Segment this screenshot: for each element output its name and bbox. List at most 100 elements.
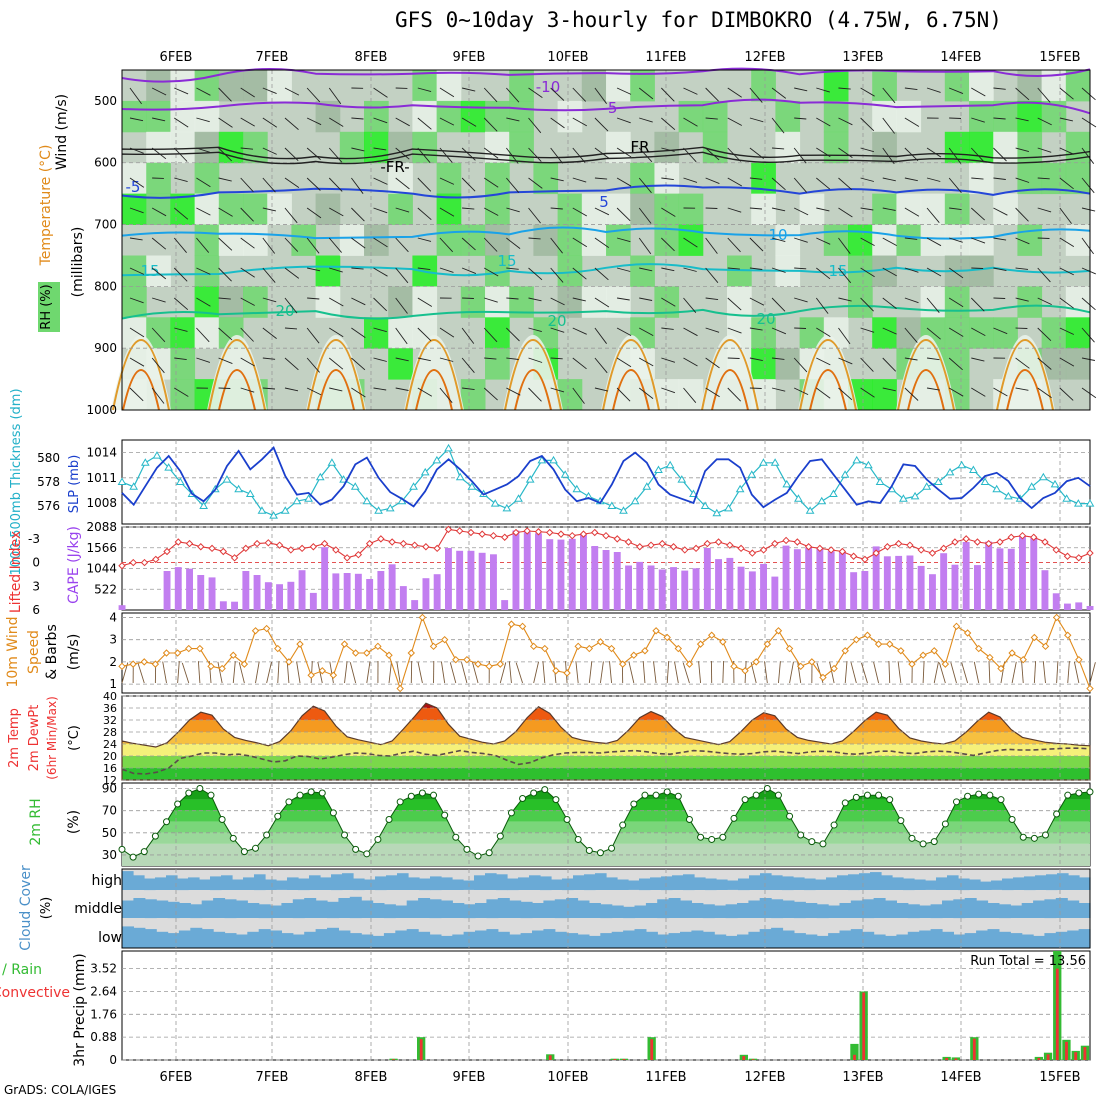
cloud-middle-bar-39 bbox=[566, 898, 579, 918]
cloud-high-bar-37 bbox=[529, 875, 541, 890]
lifted-index-line-pt-52 bbox=[703, 539, 712, 548]
cloud-high-bar-48 bbox=[650, 877, 662, 890]
rh2m-line-pt-2 bbox=[140, 848, 148, 856]
cloud-middle-bar-76 bbox=[987, 903, 1000, 918]
rh2m-line-pt-30 bbox=[452, 833, 460, 841]
thickness-line-pt-10 bbox=[234, 484, 243, 493]
dry-tongue-4 bbox=[503, 335, 563, 410]
cloud-low-bar-57 bbox=[771, 927, 784, 949]
cloud-high-bar-28 bbox=[430, 876, 442, 891]
isotherm-25-9 bbox=[996, 339, 1054, 411]
rh-cell bbox=[485, 193, 510, 225]
profile-wind-barb bbox=[439, 357, 454, 362]
wind-speed-line-pt-52 bbox=[696, 640, 705, 648]
profile-wind-barb bbox=[616, 237, 631, 243]
cloud-middle-bar-4 bbox=[167, 901, 180, 919]
profile-wind-barb bbox=[594, 297, 610, 308]
profile-wind-barb bbox=[129, 207, 144, 214]
cloud-high-bar-80 bbox=[1002, 878, 1014, 891]
profile-wind-barb bbox=[506, 87, 520, 103]
wind-speed-line-pt-60 bbox=[785, 644, 794, 653]
wind-barb-46 bbox=[628, 661, 635, 684]
profile-wind-barb bbox=[262, 387, 276, 390]
profile-wind-barb bbox=[395, 267, 409, 284]
wind-speed-line-pt-34 bbox=[496, 660, 505, 668]
rh-cell bbox=[993, 100, 1018, 133]
cloud-low-bar-21 bbox=[361, 934, 374, 948]
precip-conv-bar-90 bbox=[954, 1058, 958, 1060]
cloud-middle-bar-25 bbox=[406, 900, 419, 918]
dry-tongue-2 bbox=[306, 335, 366, 410]
profile-wind-barb bbox=[218, 117, 233, 128]
cloud-middle-bar-72 bbox=[942, 900, 954, 918]
profile-wind-barb bbox=[749, 147, 764, 159]
isotherm-label-7: 15 bbox=[140, 262, 159, 280]
wind-barb-25 bbox=[396, 661, 401, 684]
rh2m-line-pt-75 bbox=[952, 798, 960, 806]
thickness-line-pt-30 bbox=[467, 482, 477, 490]
cape-bar-66 bbox=[861, 571, 869, 610]
rh2m-line-pt-42 bbox=[585, 847, 593, 855]
wind-speed-line-pt-30 bbox=[452, 655, 460, 664]
profile-wind-barb bbox=[926, 87, 941, 93]
lifted-index-line-pt-78 bbox=[996, 538, 1004, 546]
profile-wind-barb bbox=[550, 117, 565, 129]
thickness-line-pt-81 bbox=[1062, 494, 1072, 502]
profile-wind-barb bbox=[771, 387, 786, 392]
profile-wind-barb bbox=[306, 117, 322, 126]
cloud-high-bar-25 bbox=[397, 873, 409, 890]
profile-wind-barb bbox=[594, 207, 610, 216]
profile-wind-barb bbox=[616, 207, 631, 222]
profile-wind-barb bbox=[373, 357, 387, 362]
profile-wind-barb bbox=[328, 87, 342, 105]
cape-bar-75 bbox=[962, 542, 970, 610]
profile-wind-barb bbox=[550, 147, 563, 164]
profile-ytick-1: 600 bbox=[94, 156, 117, 170]
wind-speed-line-pt-8 bbox=[207, 662, 215, 671]
rh-cell bbox=[146, 70, 171, 102]
profile-wind-barb bbox=[506, 387, 521, 396]
profile-wind-barb bbox=[1081, 237, 1094, 255]
cloud-low-bar-79 bbox=[1021, 934, 1034, 948]
profile-wind-barb bbox=[971, 117, 985, 123]
profile-wind-barb bbox=[727, 327, 742, 334]
cloud-middle-bar-18 bbox=[327, 901, 339, 919]
lifted-index-line-pt-34 bbox=[500, 533, 509, 541]
profile-wind-barb bbox=[262, 327, 277, 339]
lifted-index-line-pt-71 bbox=[917, 546, 925, 554]
cape-bar-15 bbox=[287, 581, 295, 610]
cloud-high-bar-87 bbox=[1079, 877, 1091, 890]
thickness-line-pt-33 bbox=[502, 503, 512, 512]
profile-wind-barb bbox=[749, 357, 763, 362]
lifted-index-line-pt-33 bbox=[489, 531, 498, 540]
profile-wind-barb bbox=[483, 87, 498, 103]
cloud-high-bar-74 bbox=[936, 877, 948, 890]
cloud-low-bar-68 bbox=[896, 934, 909, 948]
profile-wind-barb bbox=[993, 237, 1007, 241]
profile-wind-barb bbox=[948, 387, 964, 397]
wind-speed-line-pt-42 bbox=[585, 644, 594, 653]
profile-wind-barb bbox=[572, 327, 587, 335]
cloud-middle-bar-42 bbox=[600, 904, 613, 919]
profile-wind-barb bbox=[1015, 117, 1029, 122]
rh-cell bbox=[170, 100, 196, 133]
lifted-index-line-pt-37 bbox=[534, 528, 543, 536]
dry-tongue-0 bbox=[111, 335, 171, 410]
slp-tick-0: 1008 bbox=[86, 496, 117, 510]
wind-tick-0: 1 bbox=[109, 677, 117, 691]
rh-cell bbox=[944, 70, 970, 102]
profile-wind-barb bbox=[949, 207, 962, 211]
profile-wind-barb bbox=[129, 147, 144, 154]
profile-wind-barb bbox=[1081, 207, 1096, 212]
wind-speed-line-pt-6 bbox=[185, 644, 193, 653]
profile-wind-barb bbox=[594, 147, 610, 159]
profile-wind-barb bbox=[484, 357, 497, 360]
cloud-middle-bar-31 bbox=[475, 903, 487, 918]
profile-wind-barb bbox=[882, 237, 897, 246]
wind-speed-line-pt-82 bbox=[1030, 633, 1039, 642]
profile-ylabel-rh: RH (%) bbox=[39, 284, 54, 329]
profile-wind-barb bbox=[970, 147, 985, 163]
lifted-index-line-pt-79 bbox=[1007, 533, 1015, 541]
wind-barb-78 bbox=[988, 660, 991, 684]
cloud-high-bar-42 bbox=[584, 874, 596, 891]
